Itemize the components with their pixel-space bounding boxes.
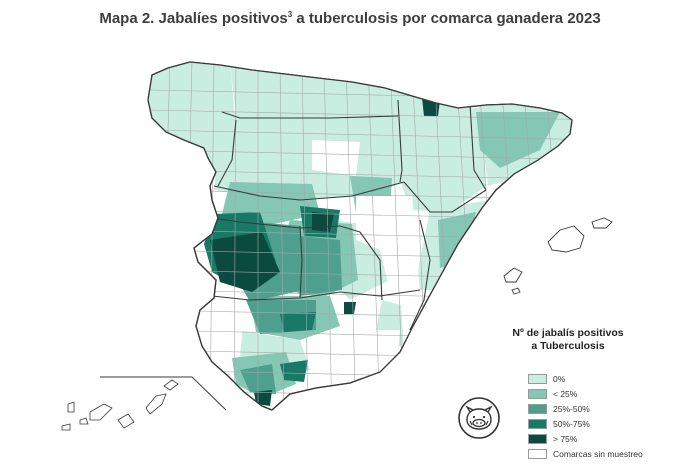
region-northeast-mid (476, 112, 560, 168)
legend-swatch (528, 434, 547, 444)
legend-item-2: 25%-50% (528, 403, 590, 415)
la-gomera (79, 417, 89, 425)
legend-item-3: 50%-75% (528, 418, 590, 430)
inset-frame-line (100, 376, 227, 411)
ibiza (503, 267, 523, 283)
legend-label: 0% (553, 374, 566, 384)
menorca (591, 217, 613, 229)
legend-swatch (528, 374, 547, 384)
legend-label: 25%-50% (553, 404, 590, 414)
fuerteventura (145, 393, 167, 415)
mallorca (547, 225, 585, 253)
legend-title-line2: a Tuberculosis (531, 340, 605, 352)
map-title-footnote: 3 (287, 10, 293, 19)
region-jaen-north (280, 312, 316, 332)
map-title-suffix: a tuberculosis por comarca ganadera 2023 (292, 10, 601, 27)
legend-label: < 25% (553, 389, 578, 399)
region-ciudad-real (300, 236, 342, 296)
region-cantabria-asturias (230, 62, 420, 118)
boar-icon (458, 397, 500, 439)
region-valladolid (312, 140, 360, 176)
legend-item-4: > 75% (528, 433, 577, 445)
map-title: Mapa 2. Jabalíes positivos3 a tuberculos… (0, 10, 700, 27)
lanzarote (163, 379, 179, 391)
legend-title: Nº de jabalís positivos a Tuberculosis (508, 327, 628, 353)
legend-item-5: Comarcas sin muestreo (528, 448, 643, 460)
legend-label: > 75% (553, 434, 578, 444)
region-guadalajara-teruel (356, 196, 420, 300)
el-hierro (61, 423, 71, 431)
legend-swatch (528, 419, 547, 429)
gran-canaria (117, 413, 135, 429)
region-cadiz-south (254, 390, 272, 406)
comarca-fills (148, 62, 572, 410)
peninsula-outline (147, 61, 573, 411)
la-palma (67, 401, 75, 413)
region-aragon (400, 108, 486, 212)
formentera (511, 287, 521, 295)
balearic-islands (503, 217, 613, 295)
legend-swatch (528, 389, 547, 399)
region-lower-guadalquivir (200, 310, 244, 356)
region-basque-hotspot (422, 98, 440, 116)
legend-label: Comarcas sin muestreo (553, 449, 643, 459)
legend-swatch (528, 449, 547, 459)
legend-item-0: 0% (528, 373, 565, 385)
region-badajoz-core (210, 232, 280, 292)
legend-title-line1: Nº de jabalís positivos (512, 327, 624, 339)
canary-islands-inset (61, 376, 227, 431)
tenerife (89, 403, 113, 421)
region-east-coast (438, 212, 476, 268)
map-title-text: Mapa 2. Jabalíes positivos (99, 10, 288, 27)
legend-label: 50%-75% (553, 419, 590, 429)
region-granada-spot (344, 302, 356, 314)
legend-swatch (528, 404, 547, 414)
region-malaga (280, 360, 308, 382)
legend-item-1: < 25% (528, 388, 577, 400)
region-borders (211, 99, 487, 331)
